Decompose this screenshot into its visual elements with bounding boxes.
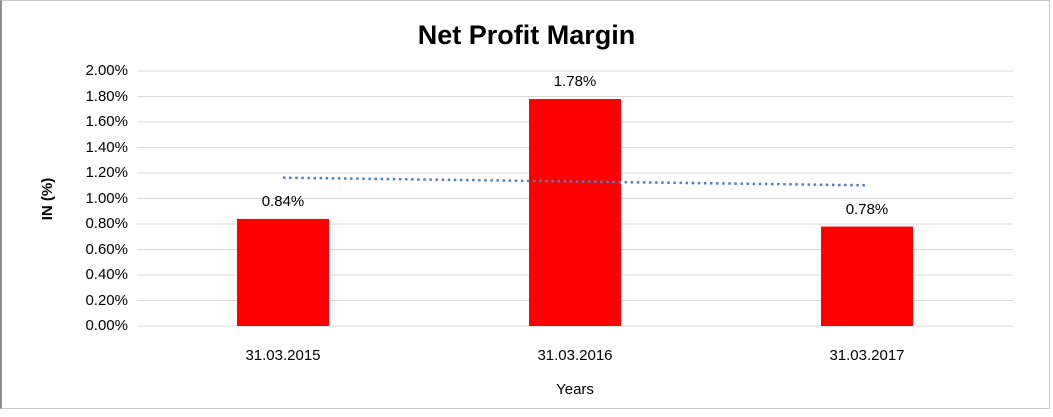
bar-31.03.2017 — [821, 226, 913, 326]
x-category-label: 31.03.2015 — [245, 347, 321, 364]
x-axis-title: Years — [556, 381, 594, 398]
x-category-label: 31.03.2016 — [537, 347, 613, 364]
chart-frame — [0, 0, 1050, 409]
chart-title: Net Profit Margin — [417, 20, 636, 50]
y-tick-label: 0.20% — [85, 291, 128, 309]
y-tick-label: 2.00% — [85, 62, 128, 79]
y-tick-label: 1.00% — [85, 189, 128, 207]
y-tick-label: 0.60% — [85, 240, 128, 258]
y-tick-label: 0.80% — [85, 215, 128, 232]
y-tick-label: 1.80% — [85, 87, 128, 105]
y-tick-label: 1.40% — [85, 138, 128, 156]
y-tick-label: 1.20% — [85, 164, 128, 181]
y-tick-label: 0.40% — [85, 266, 128, 283]
bar-31.03.2015 — [237, 218, 329, 326]
bar-value-label: 1.78% — [553, 73, 597, 91]
y-tick-label: 1.60% — [85, 113, 128, 130]
bar-value-label: 0.84% — [261, 192, 305, 210]
bar-value-label: 0.78% — [845, 200, 889, 218]
y-tick-label: 0.00% — [85, 317, 128, 334]
bar-31.03.2016 — [529, 99, 621, 326]
x-category-label: 31.03.2017 — [829, 347, 905, 364]
